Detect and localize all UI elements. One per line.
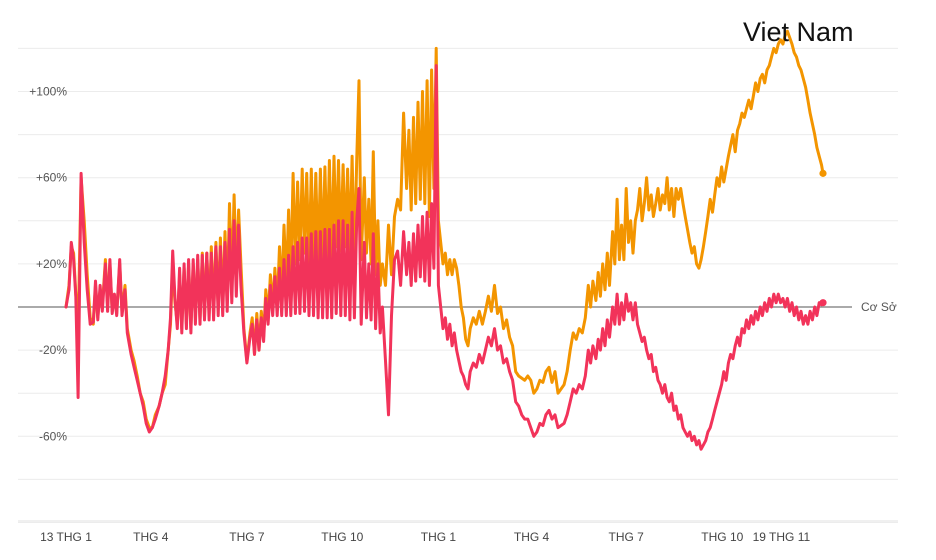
- x-tick-label: THG 10: [321, 530, 363, 544]
- x-tick-label: THG 10: [701, 530, 743, 544]
- x-tick-label: THG 4: [133, 530, 169, 544]
- x-axis-ticks: 13 THG 1 THG 4 THG 7 THG 10 THG 1 THG 4 THG 7 T…: [40, 530, 810, 544]
- x-tick-label: 19 THG 11: [753, 530, 811, 544]
- y-tick-label: +60%: [36, 171, 67, 185]
- x-tick-label: THG 7: [609, 530, 645, 544]
- x-tick-label: 13 THG 1: [40, 530, 92, 544]
- y-tick-label: +20%: [36, 257, 67, 271]
- chart-title: Viet Nam: [743, 17, 854, 47]
- y-tick-label: -20%: [39, 343, 67, 357]
- x-tick-label: THG 4: [514, 530, 550, 544]
- baseline-label: Cơ Sở: [861, 300, 897, 314]
- y-axis-ticks: +100% +60% +20% -20% -60%: [29, 85, 67, 444]
- series-endpoint-orange: [819, 169, 827, 177]
- series-line-orange: [64, 29, 825, 430]
- series-group: [64, 29, 827, 451]
- series-line-red: [64, 64, 825, 451]
- y-tick-label: -60%: [39, 429, 67, 443]
- gridlines: [18, 47, 898, 523]
- series-endpoint-red: [819, 299, 827, 307]
- y-tick-label: +100%: [29, 85, 67, 99]
- x-tick-label: THG 7: [229, 530, 265, 544]
- x-tick-label: THG 1: [421, 530, 457, 544]
